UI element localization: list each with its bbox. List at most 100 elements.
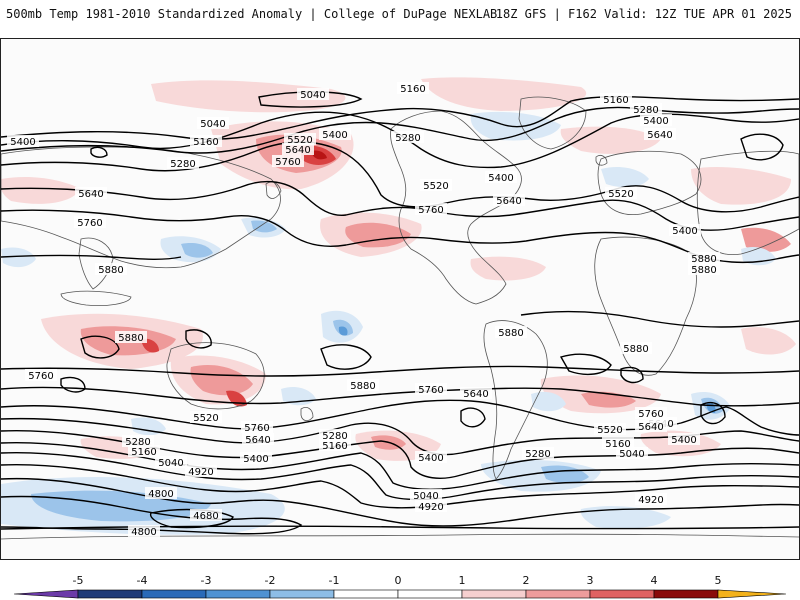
contour-5280-n	[1, 106, 799, 154]
contour-label-group: 5400	[485, 171, 517, 184]
contour-label: 5160	[400, 84, 425, 95]
contour-label: 5760	[244, 423, 269, 434]
contour-label-group: 5280	[522, 447, 554, 460]
contour-label: 5400	[671, 435, 696, 446]
contour-label: 5760	[638, 409, 663, 420]
contour-high-1	[80, 335, 120, 359]
contour-label-group: 5040	[297, 88, 329, 101]
colorbar-tick-label: 2	[523, 574, 530, 587]
europe-coast	[597, 150, 702, 216]
greenland-coast	[518, 96, 587, 150]
contour-label-group: 5520	[594, 423, 626, 436]
contour-label-group: 5160	[319, 439, 351, 452]
contour-label-group: 5760	[74, 216, 106, 229]
contour-label: 5160	[322, 441, 347, 452]
contour-label: 5880	[691, 265, 716, 276]
contour-label-group: 5040	[197, 117, 229, 130]
contour-label-group: 5880	[688, 252, 720, 265]
contour-label: 5760	[77, 218, 102, 229]
colorbar-segment	[205, 589, 271, 599]
contour-label-group: 5400	[415, 451, 447, 464]
colorbar-segments	[13, 589, 787, 599]
contour-low-1	[460, 407, 486, 428]
north-america-coast	[390, 110, 522, 305]
contour-label-group: 5880	[115, 331, 147, 344]
contour-label-group: 5400	[669, 224, 701, 237]
colorbar: -5 -4 -3 -2 -1 0 1 2 3 4 5	[0, 570, 800, 600]
contour-label-group: 5760	[241, 421, 273, 434]
contour-label-group: 5760	[272, 155, 304, 168]
warm-anomaly	[311, 150, 327, 160]
contour-label: 5160	[193, 137, 218, 148]
contour-label: 5040	[300, 90, 325, 101]
colorbar-segment	[397, 589, 463, 599]
contour-label-group: 5160	[602, 437, 634, 450]
contour-label: 4920	[638, 495, 663, 506]
contour-label: 5400	[643, 116, 668, 127]
contour-label-group: 4920	[635, 493, 667, 506]
contour-label-group: 5640	[644, 128, 676, 141]
contour-label: 5280	[170, 159, 195, 170]
contour-label: 5040	[200, 119, 225, 130]
warm-anomaly	[691, 167, 791, 205]
warm-anomaly	[421, 77, 587, 111]
contour-label: 5640	[285, 145, 310, 156]
warm-anomaly-shading	[1, 77, 796, 461]
colorbar-tick-label: 4	[651, 574, 658, 587]
contour-label-group: 5880	[495, 326, 527, 339]
colorbar-tick-label: -3	[201, 574, 212, 587]
contour-4920-s	[1, 477, 799, 527]
contour-label-group: 5640	[75, 187, 107, 200]
contour-label: 5160	[131, 447, 156, 458]
contour-label-group: 5760	[415, 383, 447, 396]
contour-label-group: 5640	[493, 194, 525, 207]
contour-label-group: 5520	[190, 411, 222, 424]
contour-label-group: 5880	[95, 263, 127, 276]
contour-5160-s	[1, 452, 799, 501]
contour-label: 5640	[463, 389, 488, 400]
colorbar-tick-label: 5	[715, 574, 722, 587]
contour-label: 4920	[418, 502, 443, 513]
contour-high-6	[60, 376, 86, 393]
colorbar-tick-label: 3	[587, 574, 594, 587]
contour-label-group: 5400	[668, 433, 700, 446]
cool-anomaly	[601, 167, 649, 188]
contour-label: 5880	[118, 333, 143, 344]
contour-label: 5280	[633, 105, 658, 116]
contour-high-5	[320, 344, 372, 370]
colorbar-tick-label: 1	[459, 574, 466, 587]
contour-label: 5760	[28, 371, 53, 382]
contour-label-group: 5640	[242, 433, 274, 446]
contour-high-2	[185, 329, 212, 349]
contour-label-group: 5280	[630, 103, 662, 116]
model-run-info: 18Z GFS | F162 Valid: 12Z TUE APR 01 202…	[495, 7, 792, 21]
contour-high-4	[620, 366, 644, 384]
contour-5880-n	[1, 254, 182, 261]
cool-anomaly	[181, 243, 213, 258]
contour-label-group: 5280	[167, 157, 199, 170]
contour-label-group: 5160	[397, 82, 429, 95]
height-contours	[1, 91, 799, 535]
contour-label-group: 5280	[392, 131, 424, 144]
contour-label: 5760	[418, 205, 443, 216]
contour-label: 5400	[488, 173, 513, 184]
contour-5880-tropics	[520, 310, 799, 328]
colorbar-segment	[333, 589, 399, 599]
map-header: 500mb Temp 1981-2010 Standardized Anomal…	[0, 0, 800, 36]
contour-low-3	[740, 133, 784, 161]
contour-label: 4920	[188, 467, 213, 478]
colorbar-left-tip	[13, 589, 79, 599]
contour-label-group: 5160	[128, 445, 160, 458]
contour-label-group: 5160	[600, 93, 632, 106]
contour-label-group: 4680	[190, 509, 222, 522]
contour-label-group: 5520	[420, 179, 452, 192]
contour-5760-s	[1, 386, 799, 407]
contour-label: 5520	[287, 135, 312, 146]
contour-label-group: 5880	[688, 263, 720, 276]
contour-label: 5880	[350, 381, 375, 392]
contour-label-group: 5880	[620, 342, 652, 355]
colorbar-svg: -5 -4 -3 -2 -1 0 1 2 3 4 5	[13, 574, 787, 599]
contour-label: 5880	[691, 254, 716, 265]
contour-label: 5040	[619, 449, 644, 460]
south-america-coast	[483, 320, 548, 480]
